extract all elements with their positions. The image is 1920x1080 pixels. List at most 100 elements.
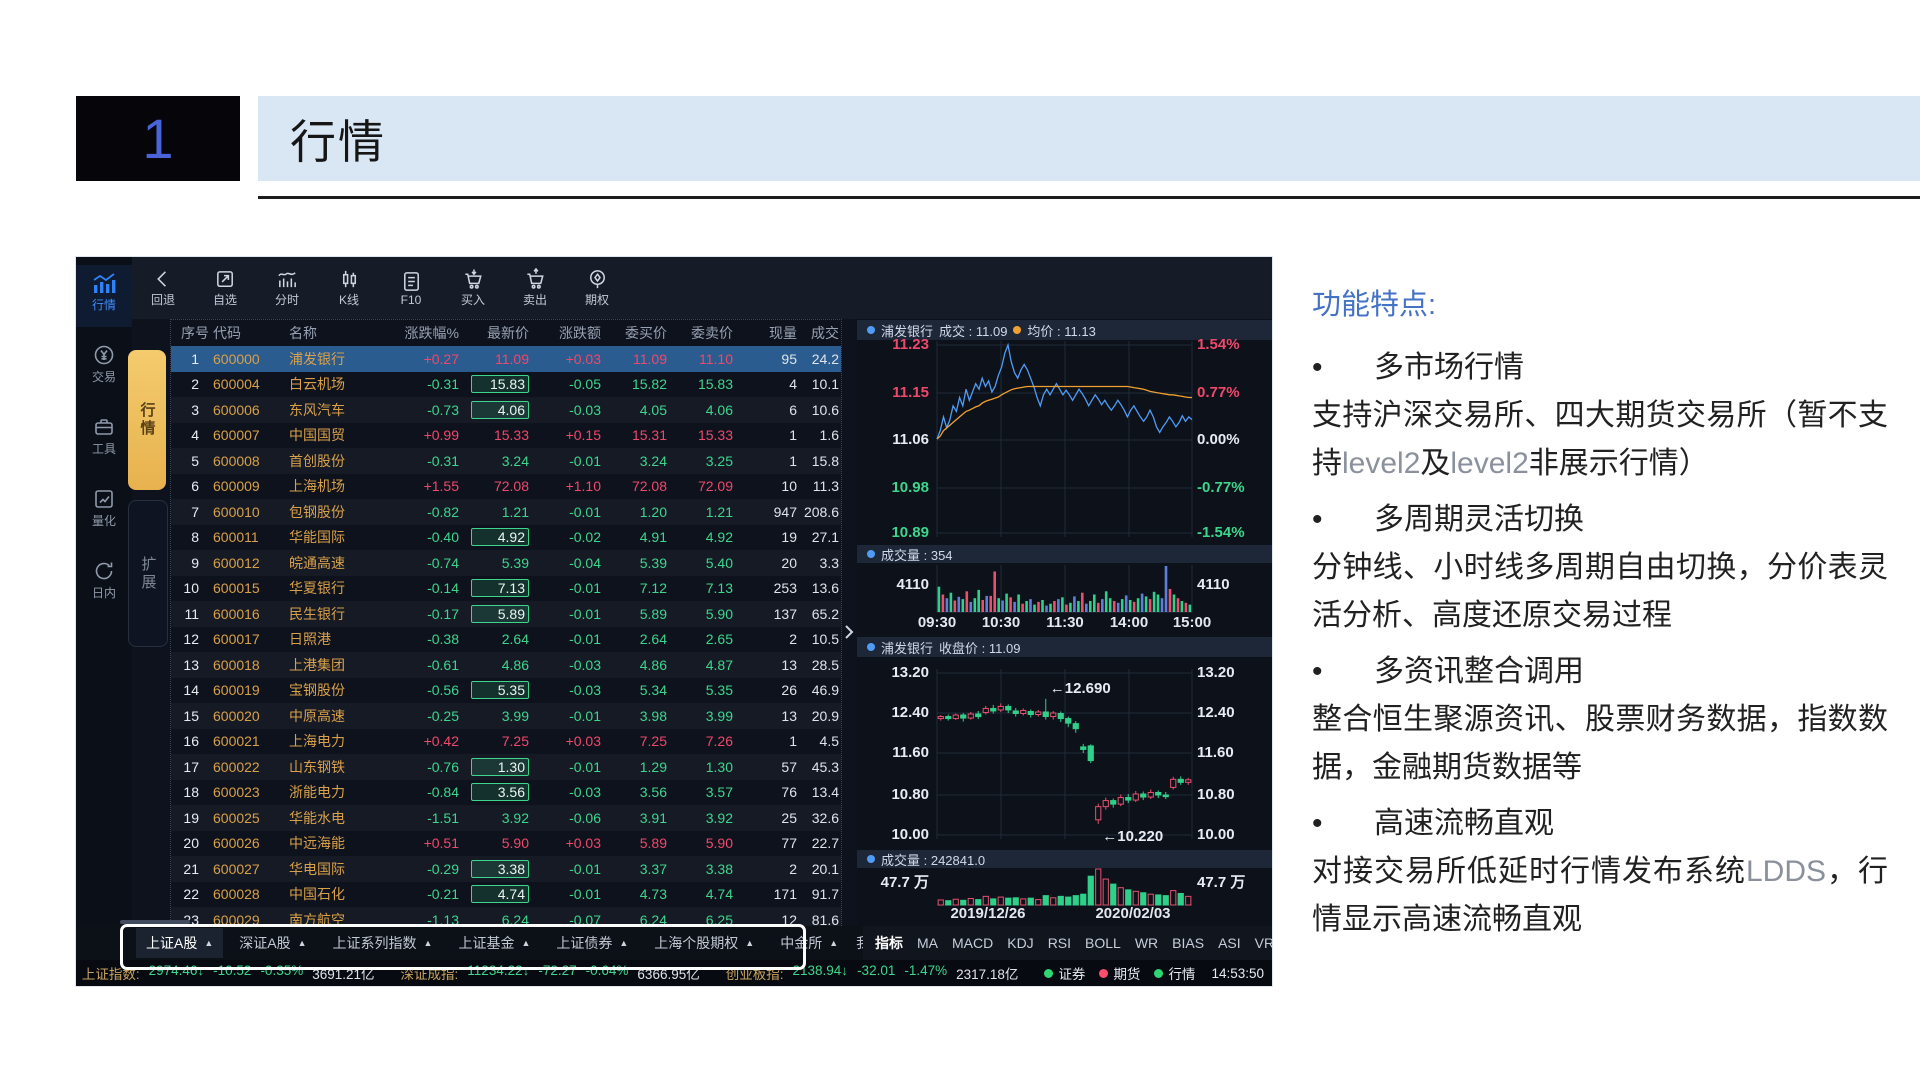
table-row[interactable]: 21 600027 华电国际 -0.29 3.38 -0.01 3.37 3.38 2 20.1 <box>171 856 841 882</box>
sidebar-item-quant-chart[interactable]: 量化 <box>76 481 132 543</box>
market-tab[interactable]: 中金所 ▲ <box>770 928 848 958</box>
indicator-item[interactable]: WR <box>1134 935 1159 951</box>
cell-amt: 11.3 <box>812 478 839 495</box>
sidebar-item-trade-yuan[interactable]: 交易 <box>76 337 132 399</box>
table-row[interactable]: 22 600028 中国石化 -0.21 4.74 -0.01 4.73 4.74 171 91.… <box>171 882 841 908</box>
indicator-item[interactable]: BIAS <box>1172 935 1205 951</box>
table-row[interactable]: 17 600022 山东钢铁 -0.76 1.30 -0.01 1.29 1.30 57 45.3 <box>171 754 841 780</box>
triangle-up-icon: ▲ <box>829 938 839 948</box>
connection-status-行情: 行情 <box>1154 963 1195 983</box>
toolbar-button-timeshare-chart[interactable]: 分时 <box>260 268 314 308</box>
cell-vol: 77 <box>781 835 797 852</box>
cell-pct: +0.51 <box>423 835 459 852</box>
axis-label: 11.15 <box>892 384 929 401</box>
table-row[interactable]: 4 600007 中国国贸 +0.99 15.33 +0.15 15.31 15.33 1 1.6 <box>171 423 841 449</box>
stock-table[interactable]: 序号 代码 名称 涨跌幅% 最新价 涨跌额 委买价 委卖价 现量 成交 1 600000 浦发银行 +0.… <box>170 319 842 926</box>
toolbar-button-buy-cart[interactable]: 买入 <box>446 268 500 308</box>
price-highlight-box: 4.06 <box>471 400 529 419</box>
market-tab[interactable]: 上证基金 ▲ <box>448 928 540 958</box>
cell-ask: 5.90 <box>705 835 733 852</box>
cell-last: 3.24 <box>501 452 529 469</box>
table-row[interactable]: 10 600015 华夏银行 -0.14 7.13 -0.01 7.12 7.13 253 13.… <box>171 576 841 602</box>
table-row[interactable]: 2 600004 白云机场 -0.31 15.83 -0.05 15.82 15.83 4 10.… <box>171 372 841 398</box>
price-highlight-box: 3.38 <box>471 859 529 878</box>
sidebar-item-tools-briefcase[interactable]: 工具 <box>76 409 132 471</box>
table-row[interactable]: 1 600000 浦发银行 +0.27 11.09 +0.03 11.09 11.10 95 24… <box>171 346 841 372</box>
cell-name: 白云机场 <box>289 376 345 393</box>
cell-amt: 24.2 <box>811 350 839 367</box>
table-row[interactable]: 18 600023 浙能电力 -0.84 3.56 -0.03 3.56 3.57 76 13.4 <box>171 780 841 806</box>
indicator-item[interactable]: KDJ <box>1007 935 1034 951</box>
cell-chg: -0.01 <box>569 886 601 903</box>
table-row[interactable]: 5 600008 首创股份 -0.31 3.24 -0.01 3.24 3.25 1 15.8 <box>171 448 841 474</box>
table-row[interactable]: 23 600029 南方航空 -1.13 6.24 -0.07 6.24 6.25 12 81.6 <box>171 907 841 926</box>
cell-code: 600025 <box>213 809 260 826</box>
market-tab-label: 上海个股期权 <box>654 935 739 951</box>
back-icon <box>136 268 190 291</box>
table-row[interactable]: 11 600016 民生银行 -0.17 5.89 -0.01 5.89 5.90 137 65.… <box>171 601 841 627</box>
side-tab-extend[interactable]: 扩展 <box>128 500 168 647</box>
cell-chg: -0.01 <box>569 452 601 469</box>
cell-bid: 3.91 <box>639 809 667 826</box>
indicator-item[interactable]: RSI <box>1047 935 1072 951</box>
toolbar-button-watchlist[interactable]: 自选 <box>198 268 252 308</box>
indicator-item[interactable]: ASI <box>1218 935 1241 951</box>
side-tab-market[interactable]: 行情 <box>128 350 166 490</box>
column-header: 委买价 <box>625 325 667 341</box>
indicator-item[interactable]: MACD <box>952 935 994 951</box>
tools-briefcase-icon <box>76 409 132 439</box>
indicator-item[interactable]: 指标 <box>875 935 903 951</box>
toolbar-button-options-pin[interactable]: 期权 <box>570 268 624 308</box>
cell-name: 华电国际 <box>289 860 345 877</box>
cell-name: 南方航空 <box>289 911 345 926</box>
table-row[interactable]: 12 600017 日照港 -0.38 2.64 -0.01 2.64 2.65 2 10.5 <box>171 627 841 653</box>
sidebar-item-intraday-refresh[interactable]: 日内 <box>76 553 132 615</box>
table-row[interactable]: 19 600025 华能水电 -1.51 3.92 -0.06 3.91 3.92 25 32.6 <box>171 805 841 831</box>
market-tab[interactable]: 上海个股期权 ▲ <box>644 928 764 958</box>
table-row[interactable]: 20 600026 中远海能 +0.51 5.90 +0.03 5.89 5.90 77 22.7 <box>171 831 841 857</box>
cell-no: 18 <box>183 784 199 801</box>
expand-arrow-icon[interactable] <box>842 623 858 643</box>
table-row[interactable]: 3 600006 东风汽车 -0.73 4.06 -0.03 4.05 4.06 6 10.6 <box>171 397 841 423</box>
market-tab[interactable]: 上证系列指数 ▲ <box>323 928 443 958</box>
cell-code: 600008 <box>213 452 260 469</box>
horizontal-scrollbar[interactable] <box>120 920 190 924</box>
toolbar-button-back[interactable]: 回退 <box>136 268 190 308</box>
cell-amt: 20.9 <box>811 707 839 724</box>
table-row[interactable]: 13 600018 上港集团 -0.61 4.86 -0.03 4.86 4.87 13 28.5 <box>171 652 841 678</box>
axis-label: 4110 <box>1197 576 1230 593</box>
svg-text:←12.690: ←12.690 <box>1050 680 1111 697</box>
table-row[interactable]: 15 600020 中原高速 -0.25 3.99 -0.01 3.98 3.99 13 20.9 <box>171 703 841 729</box>
cell-name: 首创股份 <box>289 452 345 469</box>
cell-last: 3.56 <box>463 783 533 802</box>
axis-label: 12.40 <box>891 704 929 721</box>
market-tab-label: 深证A股 <box>239 935 291 951</box>
table-row[interactable]: 8 600011 华能国际 -0.40 4.92 -0.02 4.91 4.92 19 27.1 <box>171 525 841 551</box>
table-row[interactable]: 9 600012 皖通高速 -0.74 5.39 -0.04 5.39 5.40 20 3.3 <box>171 550 841 576</box>
cell-bid: 3.24 <box>639 452 667 469</box>
bullet-icon: • <box>1312 655 1323 688</box>
indicator-item[interactable]: BOLL <box>1085 935 1121 951</box>
charts-canvas[interactable]: ←12.690 ←10.220 <box>857 319 1272 929</box>
table-row[interactable]: 7 600010 包钢股份 -0.82 1.21 -0.01 1.20 1.21 947 208.… <box>171 499 841 525</box>
indicator-item[interactable]: MA <box>917 935 938 951</box>
market-tab[interactable]: 深证A股 ▲ <box>229 928 316 958</box>
app-toolbar: 回退 自选 分时 K线 F10 买入 卖出 期权 <box>132 257 1272 319</box>
toolbar-button-kline-candles[interactable]: K线 <box>322 268 376 308</box>
table-row[interactable]: 14 600019 宝钢股份 -0.56 5.35 -0.03 5.34 5.35 26 46.9 <box>171 678 841 704</box>
cell-ask: 4.87 <box>705 656 733 673</box>
market-tab[interactable]: 上证A股 ▲ <box>136 928 224 958</box>
cell-bid: 2.64 <box>639 631 667 648</box>
toolbar-button-sell-cart[interactable]: 卖出 <box>508 268 562 308</box>
connection-status-证券: 证券 <box>1044 963 1085 983</box>
table-row[interactable]: 6 600009 上海机场 +1.55 72.08 +1.10 72.08 72.09 10 11… <box>171 474 841 500</box>
market-tab[interactable]: 上证债券 ▲ <box>546 928 638 958</box>
toolbar-button-f10-document[interactable]: F10 <box>384 270 438 307</box>
cell-bid: 5.89 <box>639 835 667 852</box>
sidebar-item-market-chart[interactable]: 行情 <box>76 265 132 327</box>
cell-pct: -0.74 <box>427 554 459 571</box>
cell-chg: +0.03 <box>565 350 601 367</box>
table-row[interactable]: 16 600021 上海电力 +0.42 7.25 +0.03 7.25 7.26 1 4.5 <box>171 729 841 755</box>
indicator-item[interactable]: VR <box>1254 935 1272 951</box>
cell-bid: 4.05 <box>639 401 667 418</box>
